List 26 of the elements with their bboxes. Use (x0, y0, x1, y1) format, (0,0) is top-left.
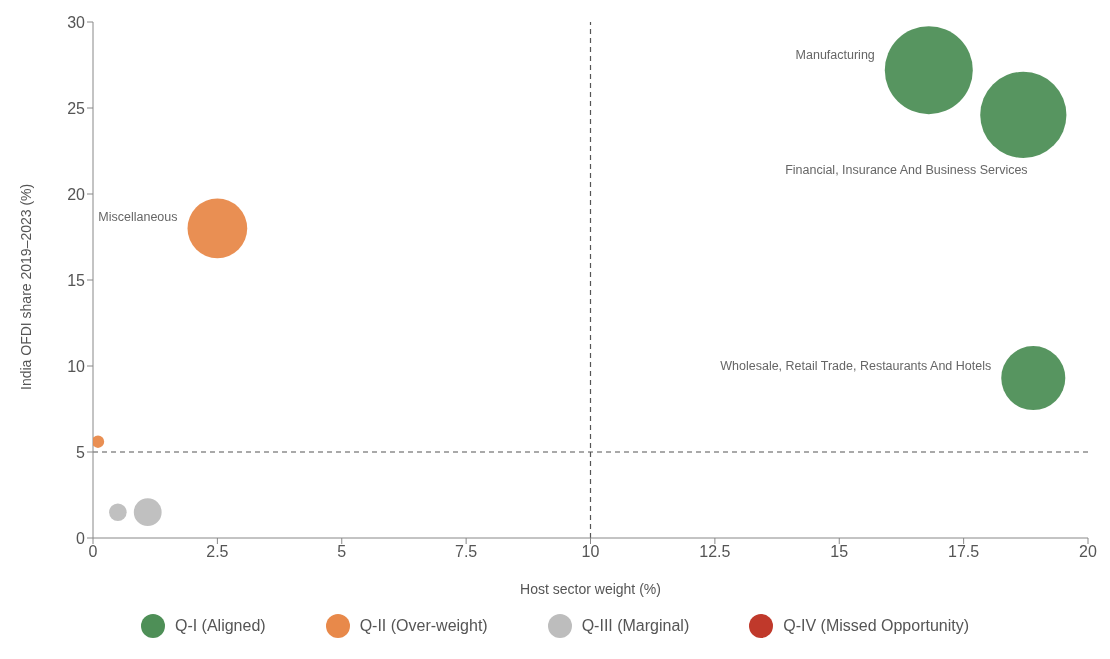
x-tick-label: 17.5 (948, 543, 980, 561)
legend-label: Q-II (Over-weight) (359, 617, 488, 635)
x-tick-label: 2.5 (206, 543, 229, 561)
x-axis-title: Host sector weight (%) (520, 581, 661, 597)
y-tick-label: 20 (67, 185, 86, 203)
y-tick-label: 15 (67, 271, 86, 289)
y-tick-label: 25 (67, 99, 86, 117)
annotation: Wholesale, Retail Trade, Restaurants And Hotels (720, 359, 992, 374)
y-tick-label: 10 (67, 357, 86, 375)
annotation: Manufacturing (795, 48, 875, 63)
x-tick-label: 15 (830, 543, 849, 561)
x-tick-label: 5 (337, 543, 347, 561)
x-tick-label: 10 (581, 543, 600, 561)
y-tick-label: 30 (67, 13, 86, 31)
y-axis-title: India OFDI share 2019–2023 (%) (17, 183, 34, 390)
y-tick-label: 0 (76, 529, 86, 547)
x-tick-label: 20 (1079, 543, 1097, 561)
legend-label: Q-I (Aligned) (174, 617, 266, 635)
legend-label: Q-IV (Missed Opportunity) (783, 617, 970, 635)
x-tick-label: 12.5 (699, 543, 731, 561)
annotation: Miscellaneous (98, 209, 178, 224)
annotation: Financial, Insurance And Business Services (785, 162, 1028, 177)
legend-label: Q-III (Marginal) (581, 617, 690, 635)
x-tick-label: 7.5 (455, 543, 478, 561)
y-tick-label: 5 (76, 443, 86, 461)
x-tick-label: 0 (88, 543, 98, 561)
